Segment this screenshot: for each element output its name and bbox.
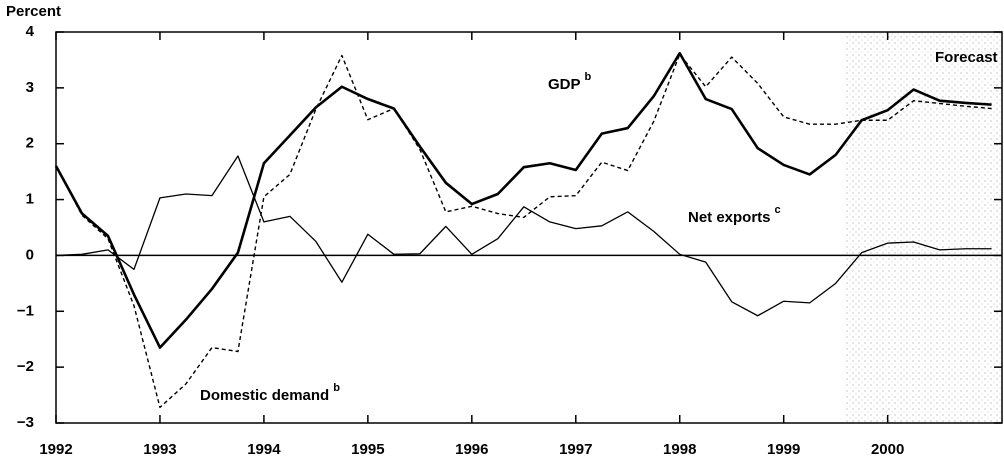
x-tick-label: 1994	[247, 441, 281, 458]
series-line	[54, 51, 992, 349]
y-tick-label: −2	[17, 358, 34, 375]
series-label: Domestic demand	[200, 387, 329, 404]
y-tick-label: 2	[26, 135, 34, 152]
y-tick-label: 0	[26, 246, 34, 263]
x-tick-label: 1995	[351, 441, 384, 458]
y-axis-label: Percent	[6, 3, 61, 20]
y-tick-label: −3	[17, 414, 34, 431]
x-tick-label: 1993	[143, 441, 176, 458]
series-line	[55, 53, 992, 409]
forecast-label: Forecast	[935, 49, 998, 66]
series-label: GDP	[548, 76, 581, 93]
series-footnote: b	[585, 71, 592, 83]
forecast-region	[846, 32, 1002, 423]
x-tick-label: 1996	[455, 441, 488, 458]
x-tick-label: 2000	[871, 441, 904, 458]
x-tick-label: 1992	[39, 441, 72, 458]
series-footnote: c	[775, 204, 781, 216]
series-label: Net exports	[688, 209, 771, 226]
y-tick-label: 1	[26, 191, 34, 208]
y-tick-label: 3	[26, 79, 34, 96]
plot-frame	[55, 31, 1003, 424]
series-line	[55, 155, 992, 317]
x-tick-label: 1997	[559, 441, 592, 458]
x-tick-label: 1999	[767, 441, 800, 458]
series-footnote: b	[333, 382, 340, 394]
y-tick-label: 4	[26, 23, 35, 40]
y-tick-label: −1	[17, 302, 34, 319]
x-tick-label: 1998	[663, 441, 696, 458]
